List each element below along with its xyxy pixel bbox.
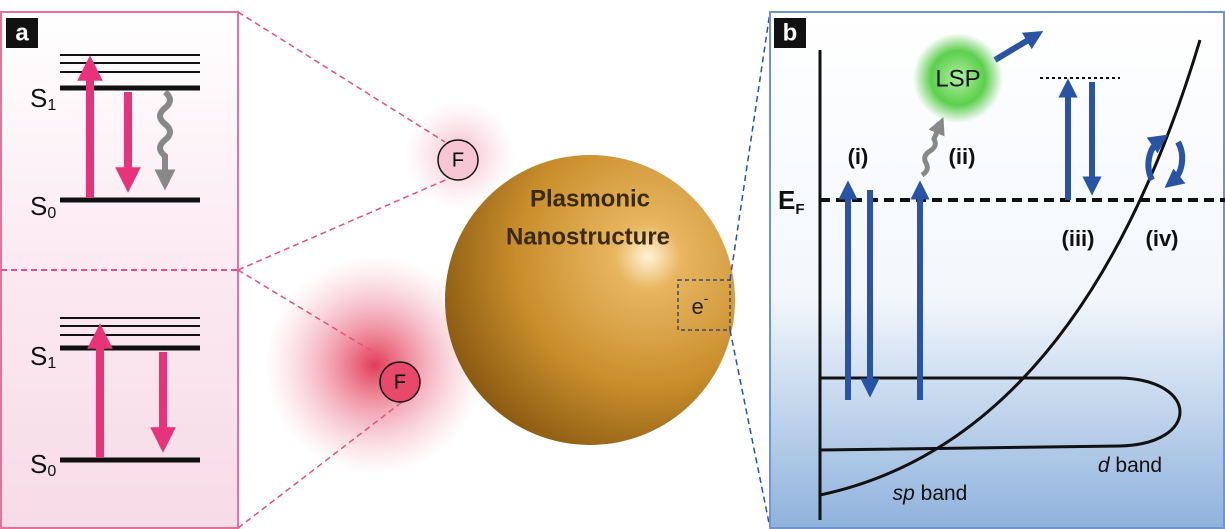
zoom-lines	[237, 11, 451, 529]
transitions	[838, 31, 1186, 400]
state-label: S0	[30, 191, 56, 222]
fluorophore-label: F	[394, 371, 406, 393]
nanoparticle	[445, 155, 735, 445]
state-label: S1	[30, 341, 56, 372]
lsp-glow	[913, 33, 1003, 123]
electron-box	[677, 279, 731, 331]
particle-title: Plasmonic	[530, 185, 650, 212]
glow	[265, 255, 485, 475]
electron-label: e-	[692, 290, 709, 319]
fermi-label: EF	[778, 185, 805, 218]
label-box	[774, 18, 806, 48]
d-band	[819, 376, 1182, 452]
fluorophore-label: F	[452, 149, 464, 171]
panel-a	[0, 11, 239, 529]
process-label: (iii)	[1062, 226, 1095, 251]
lower-levels	[60, 317, 200, 463]
panel-label: b	[783, 19, 798, 46]
band-label: sp band	[893, 482, 968, 505]
band-label: d band	[1098, 454, 1162, 477]
process-label: (i)	[848, 144, 869, 169]
particle-title: Nanostructure	[506, 223, 670, 250]
state-label: S1	[30, 83, 56, 114]
panel-label: a	[15, 19, 29, 46]
label-box	[6, 18, 38, 48]
process-label: (ii)	[949, 144, 976, 169]
process-label: (iv)	[1146, 226, 1179, 251]
state-label: S0	[30, 449, 56, 480]
zoom-lines	[729, 11, 771, 529]
lsp-label: LSP	[935, 65, 980, 92]
fluorophore	[379, 361, 421, 403]
upper-levels	[60, 54, 200, 203]
fluorophore	[437, 139, 479, 181]
